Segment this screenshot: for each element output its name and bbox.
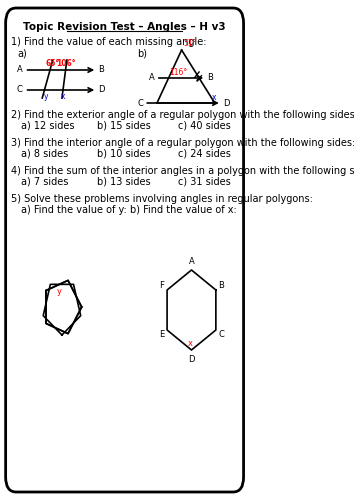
Text: 1) Find the value of each missing angle:: 1) Find the value of each missing angle: (11, 37, 207, 47)
Text: c) 31 sides: c) 31 sides (178, 177, 231, 187)
Text: a): a) (18, 48, 27, 58)
Text: D: D (188, 354, 195, 364)
Text: 3) Find the interior angle of a regular polygon with the following sides:: 3) Find the interior angle of a regular … (11, 138, 354, 148)
Text: a) 8 sides: a) 8 sides (21, 149, 68, 159)
Text: C: C (17, 86, 23, 94)
Text: B: B (207, 74, 213, 82)
Text: C: C (218, 330, 224, 339)
Text: b) 10 sides: b) 10 sides (97, 149, 151, 159)
Text: 106°: 106° (56, 59, 76, 68)
Text: x: x (61, 92, 65, 101)
Text: b) Find the value of x:: b) Find the value of x: (130, 205, 237, 215)
Text: a) 7 sides: a) 7 sides (21, 177, 68, 187)
Text: b) 15 sides: b) 15 sides (97, 121, 151, 131)
Text: C: C (137, 98, 143, 108)
Text: c) 40 sides: c) 40 sides (178, 121, 231, 131)
Text: B: B (98, 66, 104, 74)
Text: A: A (17, 66, 23, 74)
Text: 116°: 116° (169, 68, 188, 77)
Text: A: A (149, 74, 155, 82)
Text: x: x (212, 93, 216, 102)
Text: A: A (189, 256, 194, 266)
Text: 4) Find the sum of the interior angles in a polygon with the following sides:: 4) Find the sum of the interior angles i… (11, 166, 354, 176)
Text: 65°: 65° (46, 59, 60, 68)
Text: a) 12 sides: a) 12 sides (21, 121, 75, 131)
Text: F: F (159, 281, 164, 290)
Text: D: D (223, 98, 230, 108)
FancyBboxPatch shape (6, 8, 244, 492)
Text: c) 24 sides: c) 24 sides (178, 149, 231, 159)
Text: b) 13 sides: b) 13 sides (97, 177, 151, 187)
Text: a) Find the value of y:: a) Find the value of y: (21, 205, 127, 215)
Text: y: y (44, 92, 49, 101)
Text: y: y (57, 288, 62, 296)
Text: 2) Find the exterior angle of a regular polygon with the following sides:: 2) Find the exterior angle of a regular … (11, 110, 354, 120)
Text: Topic Revision Test – Angles – H v3: Topic Revision Test – Angles – H v3 (23, 22, 226, 32)
Text: 51°: 51° (183, 39, 196, 48)
Text: b): b) (137, 48, 147, 58)
Text: E: E (159, 330, 164, 339)
Text: D: D (98, 86, 105, 94)
Text: x: x (188, 338, 193, 347)
Text: B: B (218, 281, 224, 290)
Text: 5) Solve these problems involving angles in regular polygons:: 5) Solve these problems involving angles… (11, 194, 313, 204)
